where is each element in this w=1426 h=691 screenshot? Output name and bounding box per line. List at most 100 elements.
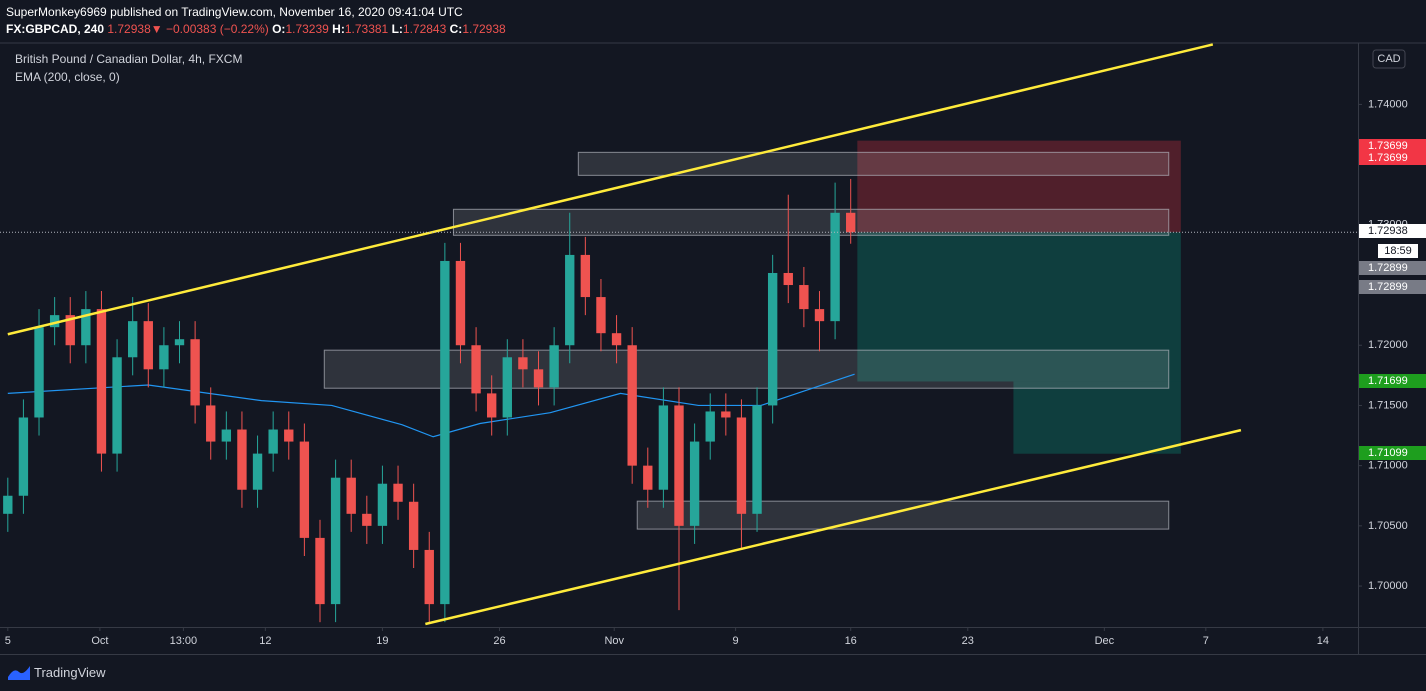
y-tick-label: 1.72000 bbox=[1368, 339, 1408, 351]
l-label: L: bbox=[391, 22, 403, 36]
logo bbox=[8, 666, 30, 680]
x-tick-label: Dec bbox=[1095, 635, 1115, 647]
candle-body bbox=[487, 393, 497, 418]
open: 1.73239 bbox=[285, 22, 329, 36]
candle-body bbox=[408, 501, 419, 550]
candle-body bbox=[471, 345, 481, 394]
candle-body bbox=[658, 405, 669, 490]
footer: TradingView bbox=[0, 655, 1426, 691]
candle-body bbox=[689, 441, 700, 526]
price-tag-label: 1.72899 bbox=[1368, 262, 1408, 274]
candle-body bbox=[565, 254, 575, 346]
x-tick-label: 23 bbox=[962, 635, 974, 647]
zone bbox=[323, 349, 1170, 389]
candle-body bbox=[424, 549, 434, 605]
price-tag-label: 1.71699 bbox=[1368, 375, 1408, 387]
currency-box bbox=[1372, 49, 1406, 69]
ema-line bbox=[7, 373, 855, 438]
candle-body bbox=[362, 513, 372, 526]
currency: CAD bbox=[1377, 53, 1400, 65]
trend-line bbox=[7, 43, 1214, 336]
publisher-line: SuperMonkey6969 published on TradingView… bbox=[6, 5, 463, 20]
candle-body bbox=[533, 369, 544, 388]
candle-body bbox=[393, 483, 403, 502]
x-tick-label: 19 bbox=[376, 635, 388, 647]
price-tag bbox=[1359, 139, 1426, 153]
candle-body bbox=[549, 345, 559, 388]
candle-body bbox=[377, 483, 388, 526]
candle-body bbox=[3, 495, 13, 514]
candle-body bbox=[268, 429, 278, 454]
candle-body bbox=[96, 309, 107, 454]
indicator-label: EMA (200, close, 0) bbox=[15, 70, 120, 84]
candle-body bbox=[830, 212, 840, 322]
candle-body bbox=[112, 357, 122, 454]
candle-body bbox=[49, 315, 60, 328]
candle-body bbox=[627, 345, 637, 466]
high: 1.73381 bbox=[344, 22, 389, 36]
price-tag bbox=[1359, 261, 1426, 275]
candle-body bbox=[799, 285, 809, 310]
candle-body bbox=[315, 537, 325, 605]
candle-body bbox=[783, 272, 793, 286]
x-tick-label: 26 bbox=[493, 635, 505, 647]
candle-body bbox=[284, 429, 294, 442]
header: SuperMonkey6969 published on TradingView… bbox=[0, 0, 1426, 43]
candle-body bbox=[440, 260, 450, 605]
trend-line bbox=[425, 428, 1242, 626]
candle-body bbox=[721, 411, 731, 418]
candle-body bbox=[252, 453, 263, 490]
stop-zone bbox=[857, 140, 1181, 233]
price-tag bbox=[1359, 446, 1426, 460]
change: −0.00383 (−0.22%) bbox=[166, 22, 269, 36]
price-tag bbox=[1359, 224, 1426, 238]
price-tag bbox=[1359, 374, 1426, 388]
price-tag-label: 1.72899 bbox=[1368, 281, 1408, 293]
candle-body bbox=[237, 429, 247, 490]
candle-body bbox=[190, 339, 200, 406]
x-tick-label: 16 bbox=[845, 635, 857, 647]
last: 1.72938 bbox=[107, 22, 151, 36]
x-tick-label: 5 bbox=[5, 635, 11, 647]
y-tick-label: 1.71000 bbox=[1368, 460, 1408, 472]
candle-body bbox=[846, 212, 856, 233]
c-label: C: bbox=[449, 22, 463, 36]
target-zone bbox=[1013, 381, 1181, 454]
candle-body bbox=[814, 309, 825, 322]
arrow: ▼ bbox=[150, 22, 163, 36]
chart-title: British Pound / Canadian Dollar, 4h, FXC… bbox=[15, 52, 242, 66]
y-tick-label: 1.70000 bbox=[1368, 580, 1408, 592]
plot bbox=[3, 43, 1242, 626]
candle-body bbox=[159, 345, 169, 370]
y-tick-label: 1.71500 bbox=[1368, 399, 1408, 411]
candle-body bbox=[736, 417, 747, 514]
price-tag-label: 1.73699 bbox=[1368, 152, 1408, 164]
candle-body bbox=[18, 417, 29, 496]
candle-body bbox=[611, 333, 622, 346]
zone bbox=[452, 208, 1170, 236]
candle-body bbox=[34, 327, 44, 418]
price-tag bbox=[1359, 151, 1426, 165]
zone bbox=[577, 151, 1170, 176]
candle-body bbox=[299, 441, 310, 538]
price-tag bbox=[1359, 280, 1426, 294]
candle-body bbox=[346, 477, 356, 514]
low: 1.72843 bbox=[402, 22, 447, 36]
candle-body bbox=[596, 297, 606, 334]
price-tag-label: 1.71099 bbox=[1368, 447, 1408, 459]
candle-body bbox=[455, 260, 466, 346]
target-zone bbox=[857, 232, 1181, 382]
candle-body bbox=[767, 272, 778, 406]
y-tick-label: 1.70500 bbox=[1368, 520, 1408, 532]
candle-body bbox=[206, 405, 216, 442]
publisher: SuperMonkey6969 published on TradingView… bbox=[6, 5, 463, 19]
candle-body bbox=[127, 321, 138, 358]
brand: TradingView bbox=[34, 665, 106, 680]
candle-body bbox=[81, 309, 91, 346]
price-tag-label: 1.72938 bbox=[1368, 225, 1408, 237]
y-tick-label: 1.74000 bbox=[1368, 98, 1408, 110]
candle-body bbox=[502, 357, 512, 418]
x-tick-label: Nov bbox=[604, 635, 624, 647]
price-tag-label: 1.73699 bbox=[1368, 140, 1408, 152]
